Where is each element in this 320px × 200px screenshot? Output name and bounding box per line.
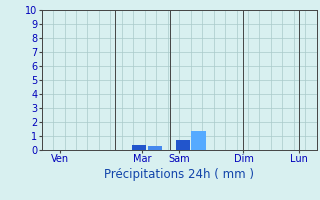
X-axis label: Précipitations 24h ( mm ): Précipitations 24h ( mm ) <box>104 168 254 181</box>
Bar <box>191 131 205 150</box>
Bar <box>132 145 147 150</box>
Bar <box>176 140 190 150</box>
Bar <box>148 146 162 150</box>
